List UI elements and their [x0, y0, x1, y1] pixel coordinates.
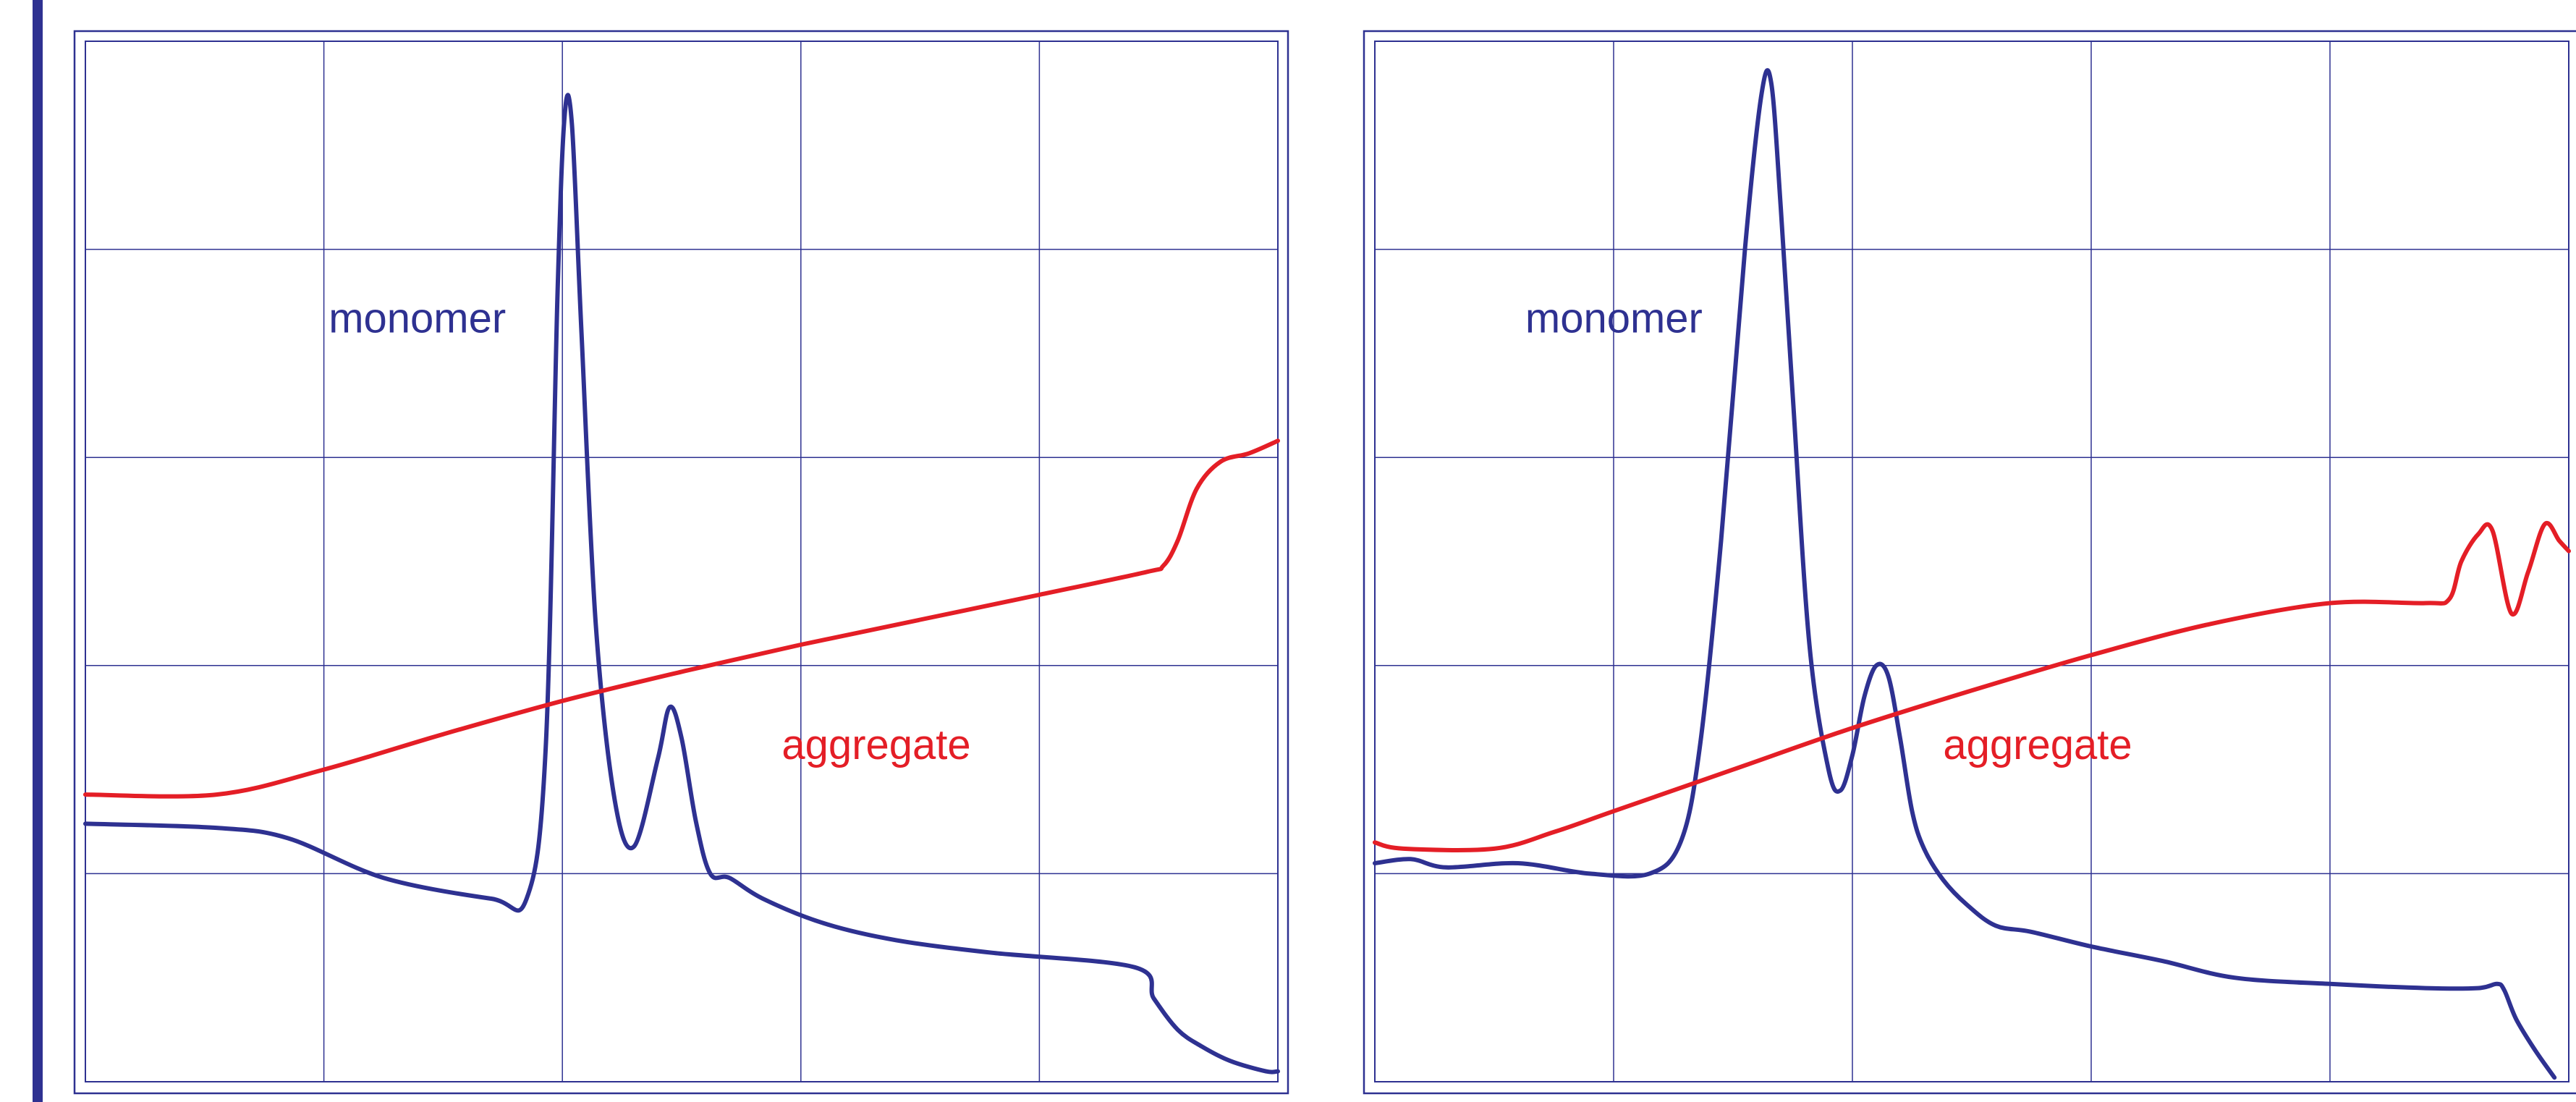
- aggregate-label: aggregate: [1943, 721, 2132, 768]
- outer-frame: [73, 30, 1289, 1095]
- aggregate-trace: [83, 438, 1280, 799]
- monomer-trace: [83, 93, 1280, 1075]
- monomer-trace: [1373, 68, 2557, 1080]
- plot-border: [1374, 41, 2569, 1082]
- monomer-label: monomer: [1525, 295, 1703, 342]
- outer-frame: [1363, 30, 2576, 1095]
- chart-panel-1: monomer aggregate: [73, 30, 1289, 1095]
- left-accent-bar: [33, 0, 43, 1102]
- chart-panel-2: monomer aggregate: [1363, 30, 2576, 1095]
- aggregate-trace: [1373, 520, 2571, 852]
- aggregate-label: aggregate: [781, 721, 970, 768]
- monomer-label: monomer: [329, 295, 506, 342]
- plot-border: [85, 41, 1279, 1082]
